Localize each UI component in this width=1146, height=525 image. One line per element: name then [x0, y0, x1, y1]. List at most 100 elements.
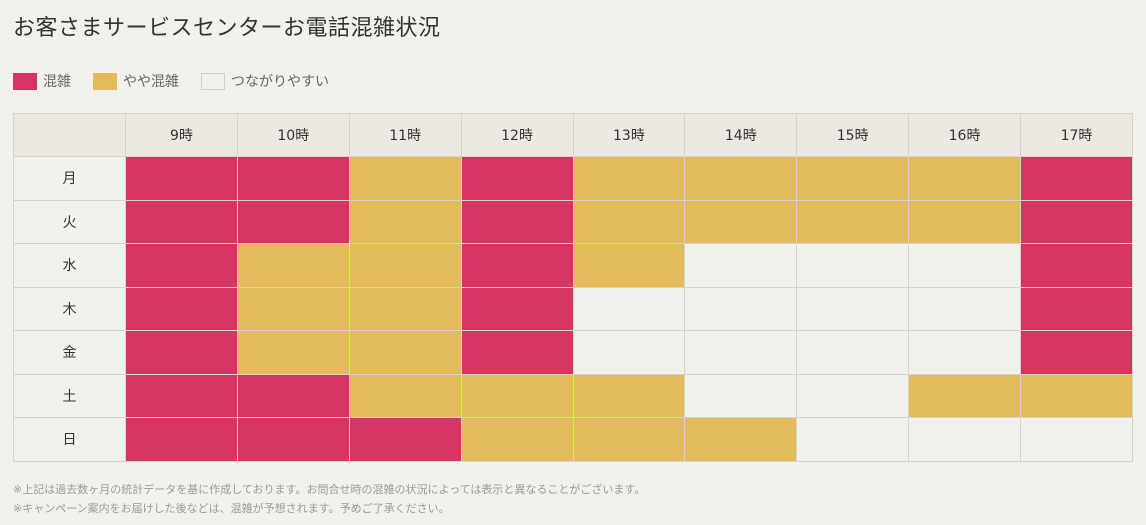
congestion-cell-high: [236, 417, 350, 462]
congestion-cell-high: [125, 156, 238, 201]
legend-swatch-high: [13, 72, 37, 90]
legend: 混雑 やや混雑 つながりやすい: [13, 71, 351, 91]
day-label: 水: [13, 243, 126, 288]
congestion-cell-mid: [236, 286, 350, 331]
congestion-cell-mid: [796, 199, 910, 244]
table-row: 月: [13, 156, 1133, 201]
congestion-cell-mid: [572, 417, 686, 462]
congestion-cell-mid: [460, 373, 574, 418]
congestion-cell-low: [908, 417, 1021, 462]
table-row: 金: [13, 330, 1133, 375]
day-label: 土: [13, 373, 126, 418]
congestion-cell-mid: [796, 156, 910, 201]
congestion-cell-high: [125, 330, 238, 375]
table-row: 木: [13, 286, 1133, 331]
congestion-cell-mid: [348, 373, 462, 418]
legend-label-low: つながりやすい: [231, 74, 329, 90]
legend-item-high: 混雑: [13, 71, 71, 91]
congestion-table: 9時 10時 11時 12時 13時 14時 15時 16時 17時 月火水木金…: [13, 113, 1133, 462]
congestion-cell-mid: [236, 330, 350, 375]
hour-header: 14時: [684, 113, 798, 157]
table-row: 火: [13, 199, 1133, 244]
hour-header: 10時: [236, 113, 350, 157]
hour-header: 9時: [125, 113, 238, 157]
table-row: 水: [13, 243, 1133, 288]
hour-header: 13時: [572, 113, 686, 157]
congestion-cell-low: [796, 286, 910, 331]
day-label: 月: [13, 156, 126, 201]
congestion-cell-low: [572, 330, 686, 375]
congestion-cell-mid: [684, 156, 798, 201]
congestion-cell-mid: [572, 199, 686, 244]
congestion-cell-low: [796, 330, 910, 375]
footnotes: ※上記は過去数ヶ月の統計データを基に作成しております。お問合せ時の混雑の状況によ…: [13, 480, 645, 518]
footnote: ※キャンペーン案内をお届けした後などは、混雑が予想されます。予めご了承ください。: [13, 502, 450, 515]
table-row: 日: [13, 417, 1133, 462]
hour-header: 12時: [460, 113, 574, 157]
congestion-cell-low: [572, 286, 686, 331]
congestion-cell-high: [1020, 330, 1133, 375]
congestion-cell-low: [908, 286, 1021, 331]
congestion-cell-mid: [236, 243, 350, 288]
hour-header: 15時: [796, 113, 910, 157]
congestion-cell-low: [684, 330, 798, 375]
congestion-cell-high: [460, 330, 574, 375]
congestion-cell-low: [908, 330, 1021, 375]
corner-cell: [13, 113, 126, 157]
day-label: 金: [13, 330, 126, 375]
congestion-cell-mid: [1020, 373, 1133, 418]
hour-header: 11時: [348, 113, 462, 157]
congestion-cell-low: [684, 286, 798, 331]
congestion-cell-mid: [684, 199, 798, 244]
congestion-cell-high: [236, 373, 350, 418]
congestion-cell-low: [796, 373, 910, 418]
congestion-cell-high: [125, 243, 238, 288]
congestion-cell-mid: [572, 156, 686, 201]
congestion-cell-high: [1020, 199, 1133, 244]
congestion-cell-high: [460, 286, 574, 331]
congestion-cell-mid: [348, 156, 462, 201]
hour-header: 17時: [1020, 113, 1133, 157]
header-row: 9時 10時 11時 12時 13時 14時 15時 16時 17時: [13, 113, 1133, 157]
congestion-cell-mid: [684, 417, 798, 462]
congestion-cell-high: [236, 199, 350, 244]
legend-item-low: つながりやすい: [201, 71, 329, 91]
congestion-cell-high: [125, 373, 238, 418]
congestion-cell-high: [1020, 156, 1133, 201]
congestion-cell-low: [796, 243, 910, 288]
congestion-cell-low: [684, 243, 798, 288]
day-label: 日: [13, 417, 126, 462]
congestion-cell-high: [1020, 243, 1133, 288]
congestion-cell-low: [796, 417, 910, 462]
day-label: 木: [13, 286, 126, 331]
table-row: 土: [13, 373, 1133, 418]
congestion-cell-high: [348, 417, 462, 462]
legend-swatch-mid: [93, 72, 117, 90]
footnote: ※上記は過去数ヶ月の統計データを基に作成しております。お問合せ時の混雑の状況によ…: [13, 483, 646, 496]
congestion-cell-high: [460, 156, 574, 201]
congestion-cell-mid: [908, 199, 1021, 244]
congestion-cell-high: [1020, 286, 1133, 331]
day-label: 火: [13, 199, 126, 244]
congestion-cell-high: [460, 199, 574, 244]
legend-item-mid: やや混雑: [93, 71, 179, 91]
congestion-cell-mid: [908, 373, 1021, 418]
congestion-cell-mid: [348, 199, 462, 244]
legend-swatch-low: [201, 72, 225, 90]
congestion-cell-high: [125, 199, 238, 244]
legend-label-mid: やや混雑: [123, 74, 179, 90]
congestion-cell-mid: [348, 243, 462, 288]
congestion-cell-low: [1020, 417, 1133, 462]
congestion-cell-mid: [348, 286, 462, 331]
congestion-cell-mid: [572, 243, 686, 288]
table-body: 月火水木金土日: [13, 156, 1133, 462]
congestion-cell-mid: [908, 156, 1021, 201]
congestion-cell-high: [460, 243, 574, 288]
congestion-cell-mid: [460, 417, 574, 462]
congestion-cell-high: [125, 417, 238, 462]
congestion-cell-low: [684, 373, 798, 418]
hour-header: 16時: [908, 113, 1021, 157]
congestion-cell-mid: [348, 330, 462, 375]
congestion-cell-high: [236, 156, 350, 201]
legend-label-high: 混雑: [43, 74, 71, 90]
